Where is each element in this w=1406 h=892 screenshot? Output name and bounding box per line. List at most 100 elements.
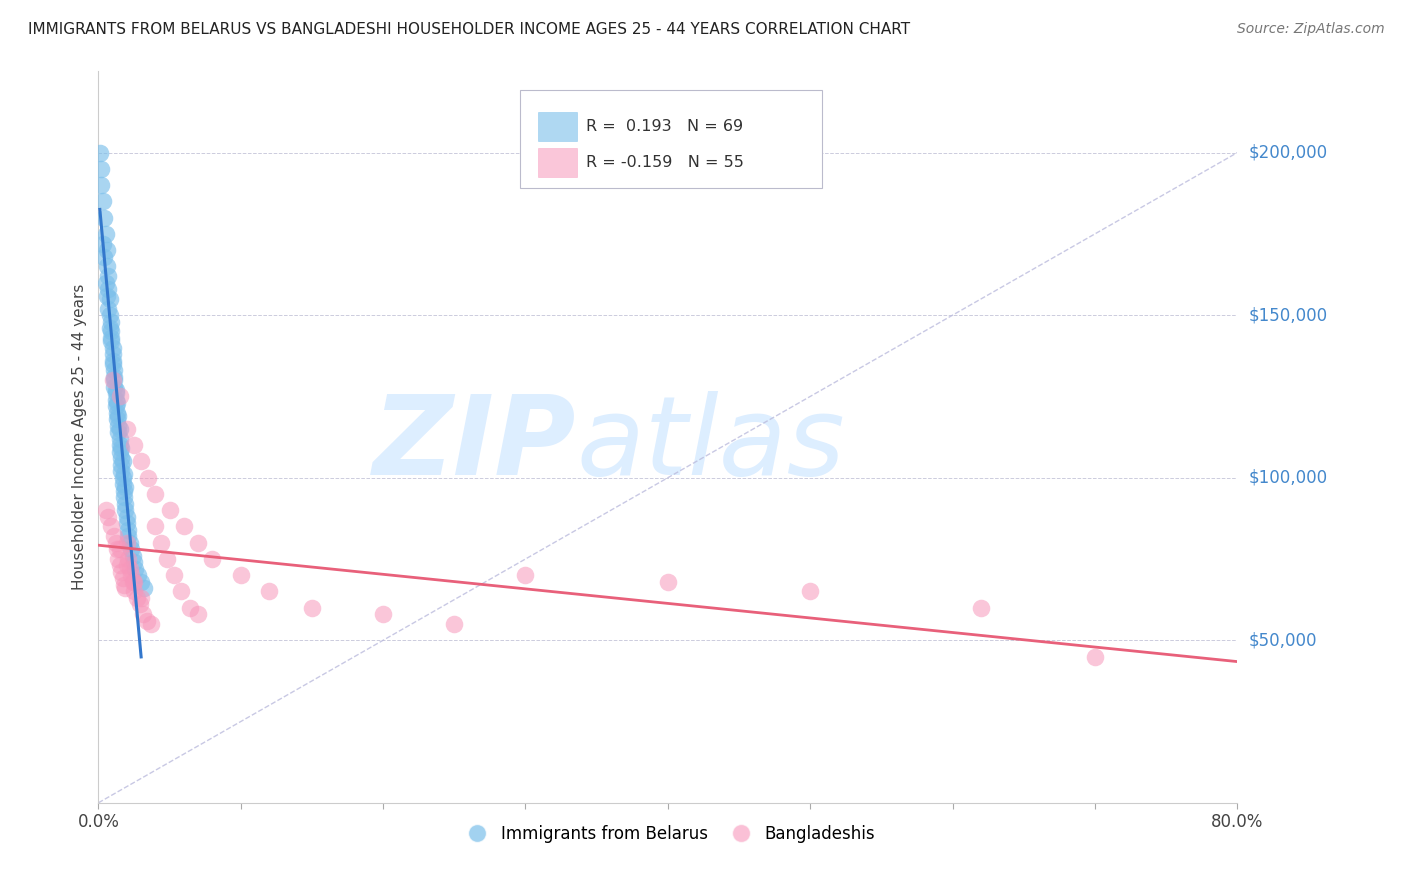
Point [104, 535, 127, 549]
Point [136, 471, 159, 485]
Point [121, 574, 143, 589]
Point [115, 535, 138, 549]
Point [101, 347, 124, 361]
Point [120, 542, 142, 557]
Text: R =  0.193   N = 69: R = 0.193 N = 69 [586, 119, 742, 134]
Point [301, 600, 323, 615]
Text: $200,000: $200,000 [1249, 144, 1327, 161]
Point [111, 477, 134, 491]
Point [373, 607, 395, 622]
Point [156, 552, 179, 566]
Point [110, 458, 132, 472]
Point [101, 373, 124, 387]
Point [125, 591, 148, 605]
Point [110, 451, 132, 466]
Point [100, 519, 122, 533]
Point [187, 607, 209, 622]
Point [103, 529, 125, 543]
Y-axis label: Householder Income Ages 25 - 44 years: Householder Income Ages 25 - 44 years [72, 284, 87, 591]
Point [107, 425, 129, 440]
Point [90, 178, 112, 193]
Point [97, 282, 120, 296]
Point [105, 542, 128, 557]
Point [117, 552, 139, 566]
Point [201, 552, 224, 566]
Point [515, 568, 537, 582]
Point [120, 568, 142, 582]
Point [122, 584, 145, 599]
Text: atlas: atlas [576, 391, 845, 498]
Point [115, 558, 138, 573]
Point [94, 276, 117, 290]
Point [101, 353, 124, 368]
Text: $100,000: $100,000 [1249, 468, 1327, 487]
Point [105, 396, 128, 410]
Point [103, 373, 125, 387]
Point [105, 412, 128, 426]
Point [229, 568, 252, 582]
Text: R = -0.159   N = 55: R = -0.159 N = 55 [586, 155, 744, 170]
Point [101, 341, 124, 355]
Point [124, 562, 146, 576]
Text: $150,000: $150,000 [1249, 306, 1327, 324]
Point [112, 578, 135, 592]
Point [145, 519, 167, 533]
Point [114, 581, 136, 595]
Point [108, 542, 131, 557]
Point [108, 432, 131, 446]
Point [122, 574, 145, 589]
Point [122, 438, 145, 452]
Point [93, 250, 115, 264]
Point [657, 574, 679, 589]
Point [89, 145, 111, 160]
Text: IMMIGRANTS FROM BELARUS VS BANGLADESHI HOUSEHOLDER INCOME AGES 25 - 44 YEARS COR: IMMIGRANTS FROM BELARUS VS BANGLADESHI H… [28, 22, 910, 37]
Point [159, 503, 181, 517]
Point [115, 422, 138, 436]
Text: $50,000: $50,000 [1249, 632, 1317, 649]
Point [129, 591, 152, 605]
Point [132, 581, 155, 595]
Point [91, 194, 114, 209]
Point [117, 529, 139, 543]
Point [98, 321, 121, 335]
Point [173, 519, 195, 533]
Point [128, 598, 150, 612]
Point [96, 243, 118, 257]
Point [91, 236, 114, 251]
Point [115, 516, 138, 531]
Point [150, 535, 173, 549]
Point [118, 562, 141, 576]
Point [103, 370, 125, 384]
Point [111, 454, 134, 468]
Point [115, 509, 138, 524]
Point [114, 497, 136, 511]
Point [108, 438, 131, 452]
Point [110, 442, 132, 456]
Point [97, 269, 120, 284]
Point [139, 617, 162, 632]
Point [129, 574, 152, 589]
Text: Source: ZipAtlas.com: Source: ZipAtlas.com [1237, 22, 1385, 37]
Point [100, 334, 122, 348]
Point [163, 568, 186, 582]
Point [97, 509, 120, 524]
Point [114, 480, 136, 494]
Point [114, 503, 136, 517]
Point [170, 584, 193, 599]
Point [104, 399, 127, 413]
Point [110, 565, 132, 579]
Point [104, 392, 127, 407]
Point [111, 471, 134, 485]
Point [96, 288, 118, 302]
Point [97, 301, 120, 316]
Point [131, 607, 153, 622]
Point [443, 617, 465, 632]
Point [90, 161, 112, 176]
Point [112, 483, 135, 498]
Point [100, 331, 122, 345]
Point [93, 211, 115, 225]
Point [103, 380, 125, 394]
Point [135, 614, 157, 628]
Point [107, 418, 129, 433]
Text: ZIP: ZIP [373, 391, 576, 498]
